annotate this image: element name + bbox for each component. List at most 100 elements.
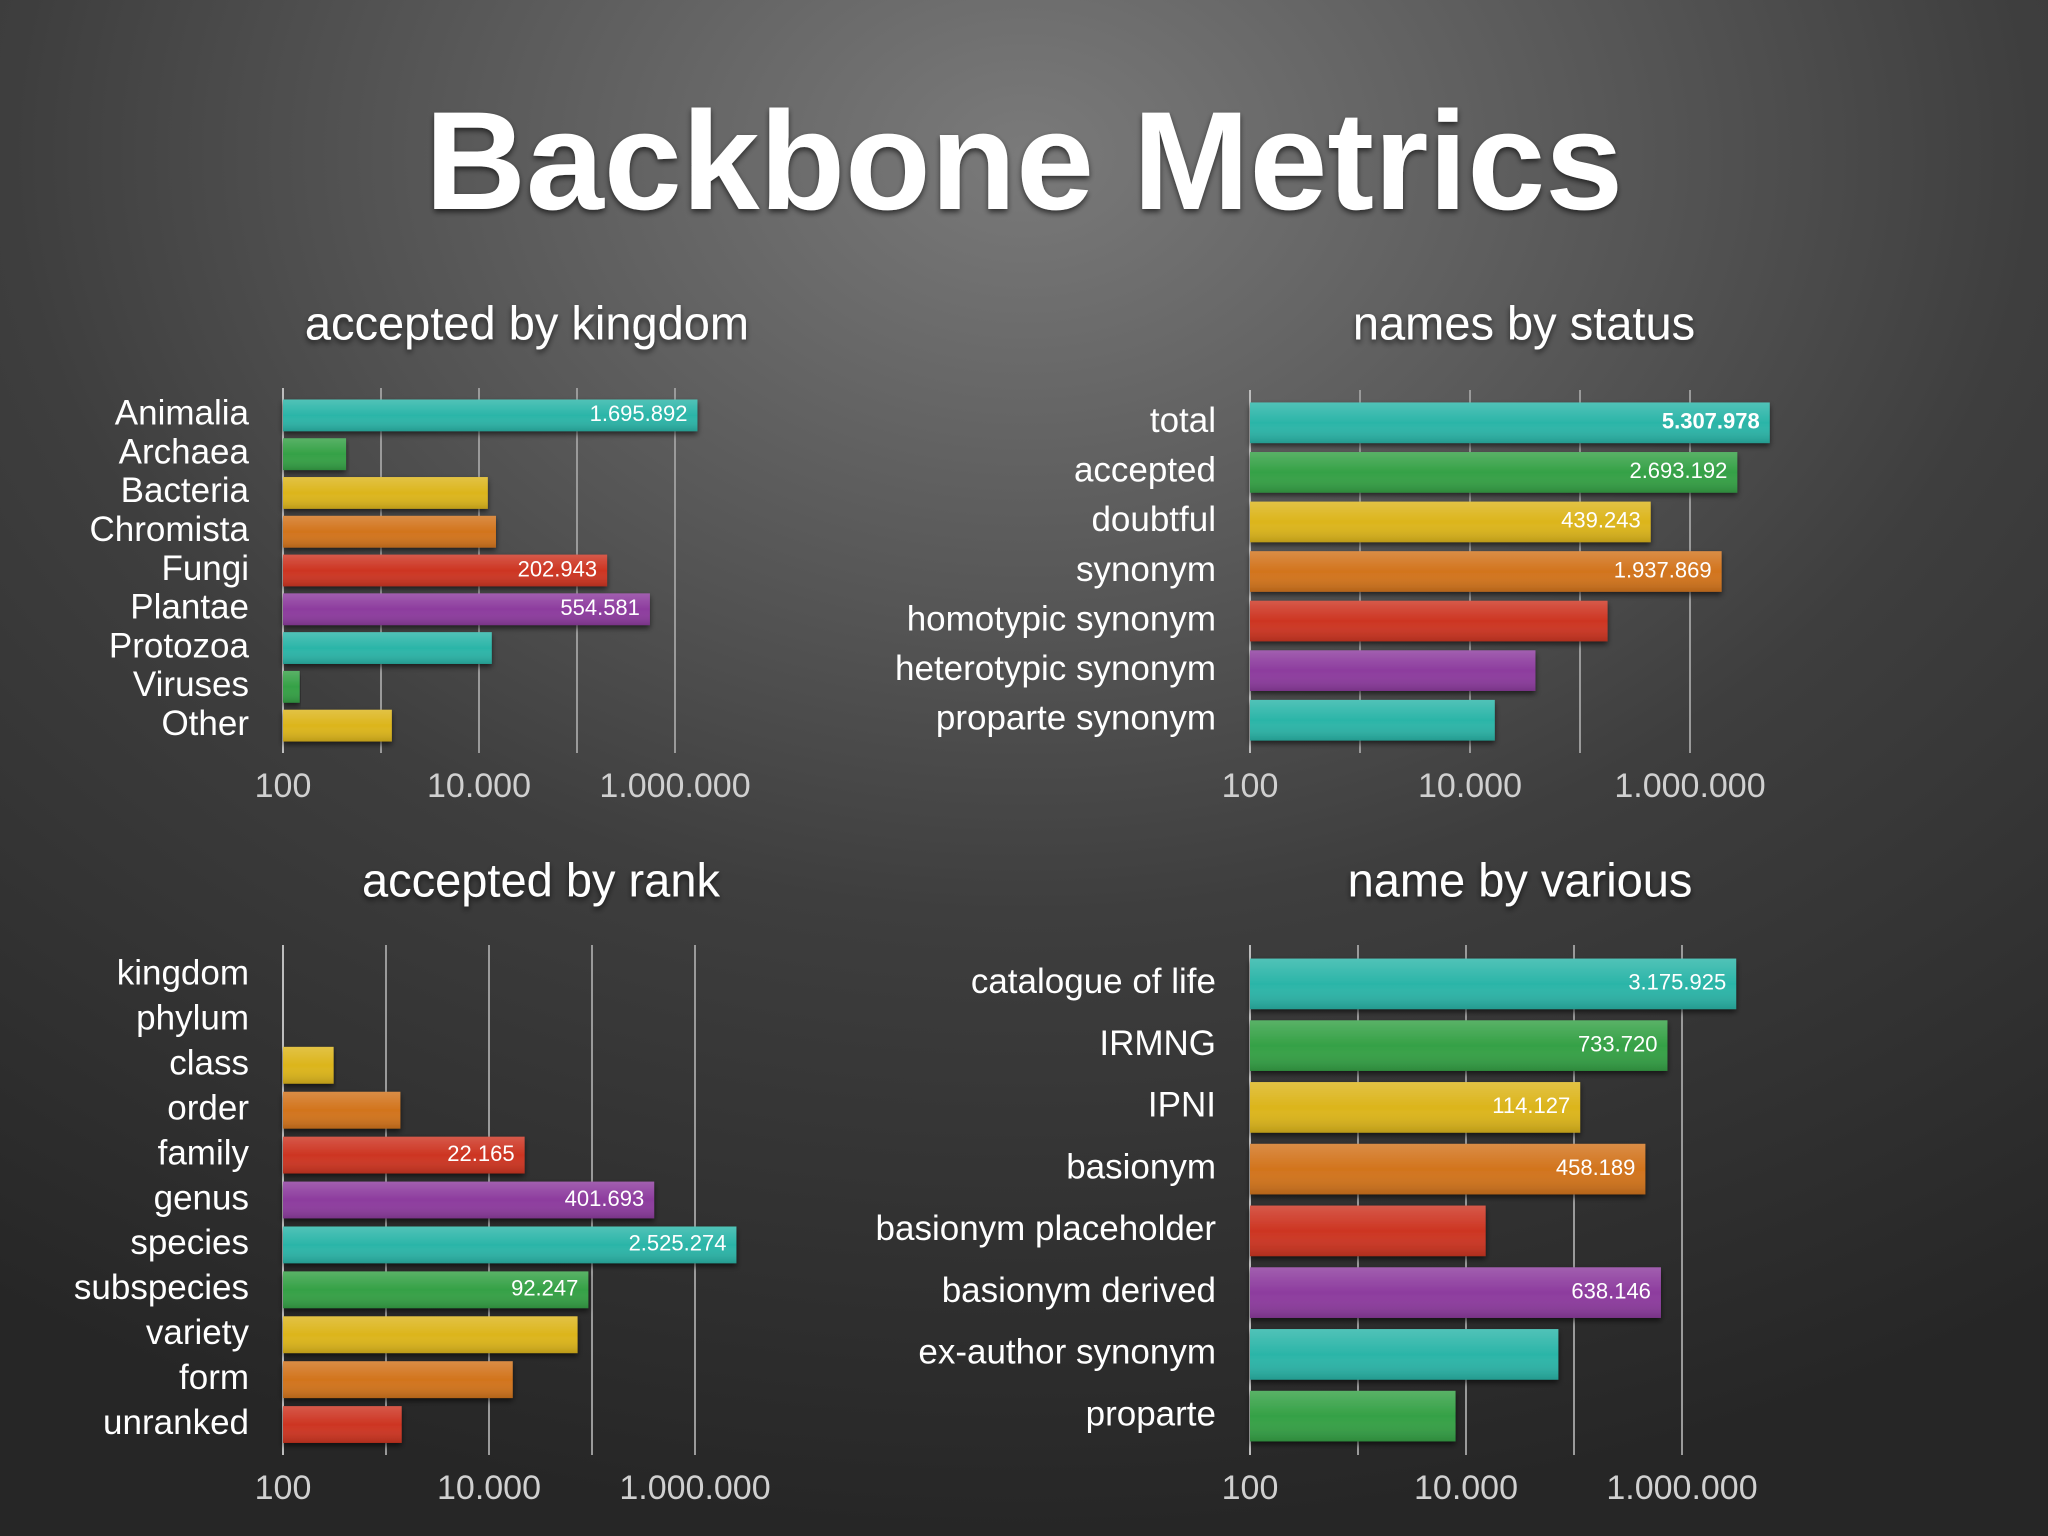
bar-group xyxy=(1250,452,1738,493)
bar-shine xyxy=(283,1136,525,1174)
category-label: homotypic synonym xyxy=(907,599,1216,638)
bar-shine xyxy=(1250,1020,1668,1071)
bar-group xyxy=(283,1271,589,1309)
bar-shine xyxy=(1250,402,1770,444)
bar-shine xyxy=(283,1046,334,1084)
value-label: 458.189 xyxy=(1556,1155,1636,1180)
bar-group xyxy=(1250,551,1722,592)
bar-group xyxy=(1250,1143,1646,1195)
bar-shine xyxy=(283,709,392,742)
bar-group xyxy=(283,670,300,703)
bar-group xyxy=(1250,1020,1668,1071)
category-label: Other xyxy=(161,704,249,743)
category-label: Archaea xyxy=(119,432,250,471)
bar-shine xyxy=(283,477,488,509)
category-label: catalogue of life xyxy=(971,962,1216,1001)
category-label: Viruses xyxy=(133,665,249,704)
value-label: 2.693.192 xyxy=(1629,458,1727,483)
value-label: 1.937.869 xyxy=(1614,557,1712,582)
category-label: form xyxy=(179,1358,249,1397)
bar-shine xyxy=(283,1316,578,1354)
bar-shine xyxy=(283,1361,513,1399)
value-label: 2.525.274 xyxy=(629,1231,727,1256)
bar-group xyxy=(1250,650,1536,691)
bar-shine xyxy=(283,438,347,471)
bar-group xyxy=(1250,1329,1559,1380)
bar-shine xyxy=(1250,1390,1456,1442)
bar-group xyxy=(1250,501,1651,543)
category-label: Protozoa xyxy=(109,626,250,665)
bar-shine xyxy=(1250,551,1722,592)
category-label: subspecies xyxy=(74,1268,249,1307)
category-label: accepted xyxy=(1074,451,1216,490)
bar-group xyxy=(1250,1082,1581,1133)
bar-shine xyxy=(283,593,650,626)
bar-group xyxy=(283,1406,402,1443)
bar-shine xyxy=(283,1091,401,1129)
category-label: class xyxy=(169,1044,249,1083)
category-label: Chromista xyxy=(90,510,250,549)
bar-shine xyxy=(1250,1143,1646,1195)
category-label: Plantae xyxy=(130,588,249,627)
bar-group xyxy=(1250,1390,1456,1442)
x-tick-label: 10.000 xyxy=(437,1469,541,1507)
bar-shine xyxy=(283,632,492,664)
bar-shine xyxy=(283,515,496,548)
bar-group xyxy=(283,1361,513,1399)
x-tick-label: 100 xyxy=(255,1469,312,1507)
slide-title: Backbone Metrics xyxy=(425,82,1623,239)
bar-group xyxy=(1250,600,1608,642)
bar-group xyxy=(283,477,488,509)
bar-group xyxy=(283,632,492,664)
x-tick-label: 100 xyxy=(255,767,312,805)
category-label: Fungi xyxy=(161,549,249,588)
x-tick-label: 1.000.000 xyxy=(599,767,750,805)
bar-group xyxy=(283,709,392,742)
value-label: 1.695.892 xyxy=(590,401,688,426)
category-label: proparte synonym xyxy=(936,698,1216,737)
bar-shine xyxy=(1250,1267,1661,1318)
bar-group xyxy=(1250,1267,1661,1318)
chart-title: accepted by kingdom xyxy=(305,296,749,349)
bar-shine xyxy=(1250,501,1651,543)
x-tick-label: 10.000 xyxy=(427,767,531,805)
bar-shine xyxy=(1250,1082,1581,1133)
bar-group xyxy=(283,515,496,548)
chart-title: name by various xyxy=(1348,853,1693,906)
category-label: unranked xyxy=(103,1403,249,1442)
bar-shine xyxy=(1250,1329,1559,1380)
value-label: 22.165 xyxy=(447,1141,514,1166)
category-label: phylum xyxy=(136,999,249,1038)
category-label: doubtful xyxy=(1091,500,1216,539)
bar-group xyxy=(283,1226,737,1264)
bar-group xyxy=(1250,958,1737,1010)
bar-shine xyxy=(1250,958,1737,1010)
bar-group xyxy=(283,1136,525,1174)
category-label: basionym placeholder xyxy=(876,1209,1217,1248)
category-label: ex-author synonym xyxy=(918,1333,1216,1372)
bar-group xyxy=(283,554,608,587)
category-label: variety xyxy=(146,1313,250,1352)
chart-title: names by status xyxy=(1353,296,1695,349)
x-tick-label: 1.000.000 xyxy=(619,1469,770,1507)
bar-shine xyxy=(283,1181,655,1219)
bar-shine xyxy=(1250,452,1738,493)
category-label: IPNI xyxy=(1148,1086,1216,1125)
value-label: 3.175.925 xyxy=(1628,970,1726,995)
x-tick-label: 100 xyxy=(1222,1469,1279,1507)
x-tick-label: 1.000.000 xyxy=(1614,767,1765,805)
category-label: IRMNG xyxy=(1099,1024,1216,1063)
category-label: family xyxy=(158,1133,250,1172)
value-label: 5.307.978 xyxy=(1662,409,1760,434)
bar-group xyxy=(283,1181,655,1219)
value-label: 202.943 xyxy=(518,556,598,581)
bar-group xyxy=(283,1091,401,1129)
bar-group xyxy=(1250,699,1495,741)
chart-title: accepted by rank xyxy=(362,853,720,906)
bar-shine xyxy=(1250,600,1608,642)
bar-group xyxy=(1250,1205,1486,1257)
bar-shine xyxy=(1250,699,1495,741)
bar-shine xyxy=(283,1226,737,1264)
bar-shine xyxy=(283,399,698,432)
value-label: 92.247 xyxy=(511,1276,578,1301)
